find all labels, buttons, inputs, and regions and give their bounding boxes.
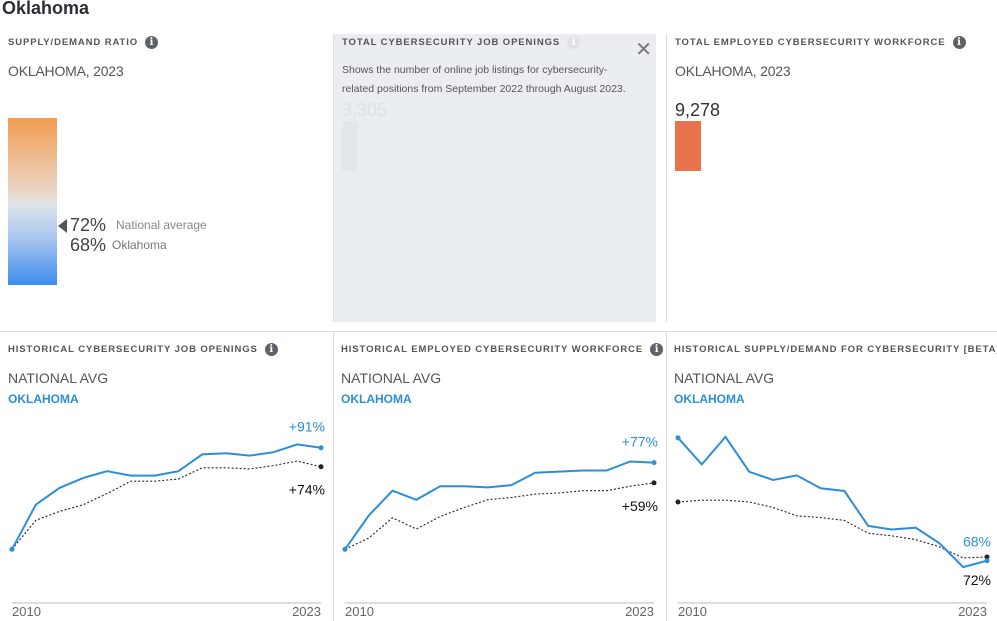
state-series-line — [677, 435, 988, 569]
legend-national: NATIONAL AVG — [8, 370, 109, 386]
x-tick-label: 2010 — [678, 604, 707, 619]
supply-demand-subtitle: OKLAHOMA, 2023 — [8, 63, 124, 79]
series-end-point — [984, 558, 990, 564]
divider — [333, 332, 334, 621]
chart-title: HISTORICAL EMPLOYED CYBERSECURITY WORKFO… — [341, 343, 664, 356]
series-end-point — [318, 445, 324, 451]
series-end-label: +77% — [622, 434, 658, 450]
card-title-text: HISTORICAL SUPPLY/DEMAND FOR CYBERSECURI… — [674, 344, 997, 355]
national-average-value: 72% — [70, 215, 107, 235]
info-icon[interactable]: i — [145, 36, 159, 49]
legend-national: NATIONAL AVG — [341, 370, 442, 386]
chart-title: HISTORICAL SUPPLY/DEMAND FOR CYBERSECURI… — [674, 343, 997, 356]
series-start-point — [675, 435, 681, 441]
series-start-point — [675, 499, 681, 505]
info-icon[interactable]: i — [567, 36, 581, 49]
series-end-label: 72% — [963, 572, 991, 588]
job-openings-value: 3,305 — [342, 100, 388, 120]
divider — [333, 34, 334, 322]
tooltip-text: Shows the number of online job listings … — [342, 64, 626, 95]
series-end-point — [984, 554, 990, 560]
legend-state: OKLAHOMA — [674, 392, 745, 406]
supply-demand-gradient-bar — [8, 118, 57, 285]
state-value: 68% — [70, 235, 107, 255]
state-label: Oklahoma — [112, 238, 167, 252]
divider — [0, 331, 997, 332]
chart-svg: 2010 2023 +59% +77% — [342, 434, 658, 619]
close-icon[interactable]: ✕ — [635, 37, 652, 61]
series-end-label: +91% — [289, 419, 325, 435]
national-average-label: National average — [116, 218, 207, 232]
job-openings-bar — [342, 121, 358, 171]
info-icon[interactable]: i — [264, 343, 278, 356]
state-series-line — [344, 460, 655, 550]
divider — [666, 34, 667, 322]
x-tick-label: 2010 — [12, 604, 41, 619]
series-end-point — [651, 480, 657, 486]
series-end-label: +74% — [289, 482, 325, 498]
info-icon[interactable]: i — [952, 36, 966, 49]
divider — [666, 332, 667, 621]
card-title-text: SUPPLY/DEMAND RATIO — [8, 37, 139, 48]
national-series-line — [677, 499, 988, 559]
legend-national: NATIONAL AVG — [674, 370, 775, 386]
card-title-text: TOTAL CYBERSECURITY JOB OPENINGS — [342, 37, 561, 48]
series-end-label: 68% — [963, 534, 991, 550]
card-title-text: HISTORICAL CYBERSECURITY JOB OPENINGS — [8, 344, 258, 355]
state-series-line — [11, 443, 322, 550]
series-end-point — [318, 464, 324, 470]
workforce-title: TOTAL EMPLOYED CYBERSECURITY WORKFORCE i — [675, 36, 966, 49]
series-end-point — [651, 460, 657, 466]
info-icon[interactable]: i — [650, 343, 664, 356]
national-series-line — [11, 460, 322, 550]
series-end-label: +59% — [622, 498, 658, 514]
national-series-line — [344, 482, 655, 550]
card-title-text: TOTAL EMPLOYED CYBERSECURITY WORKFORCE — [675, 37, 946, 48]
legend-state: OKLAHOMA — [8, 392, 79, 406]
x-tick-label: 2023 — [625, 604, 654, 619]
workforce-bar — [675, 121, 701, 171]
card-title-text: HISTORICAL EMPLOYED CYBERSECURITY WORKFO… — [341, 344, 644, 355]
workforce-value: 9,278 — [675, 100, 721, 120]
x-tick-label: 2010 — [345, 604, 374, 619]
page-title: Oklahoma — [2, 0, 90, 18]
job-openings-title: TOTAL CYBERSECURITY JOB OPENINGS i — [342, 36, 581, 49]
workforce-subtitle: OKLAHOMA, 2023 — [675, 63, 791, 79]
national-average-marker-icon — [58, 219, 67, 233]
chart-title: HISTORICAL CYBERSECURITY JOB OPENINGS i — [8, 343, 278, 356]
series-start-point — [9, 546, 15, 552]
chart-svg: 2010 2023 72% 68% — [675, 435, 991, 619]
series-start-point — [342, 546, 348, 552]
job-openings-tooltip: TOTAL CYBERSECURITY JOB OPENINGS i 3,305… — [334, 34, 656, 322]
legend-state: OKLAHOMA — [341, 392, 412, 406]
chart-svg: 2010 2023 +74% +91% — [9, 419, 325, 619]
supply-demand-title: SUPPLY/DEMAND RATIO i — [8, 36, 159, 49]
x-tick-label: 2023 — [292, 604, 321, 619]
x-tick-label: 2023 — [958, 604, 987, 619]
